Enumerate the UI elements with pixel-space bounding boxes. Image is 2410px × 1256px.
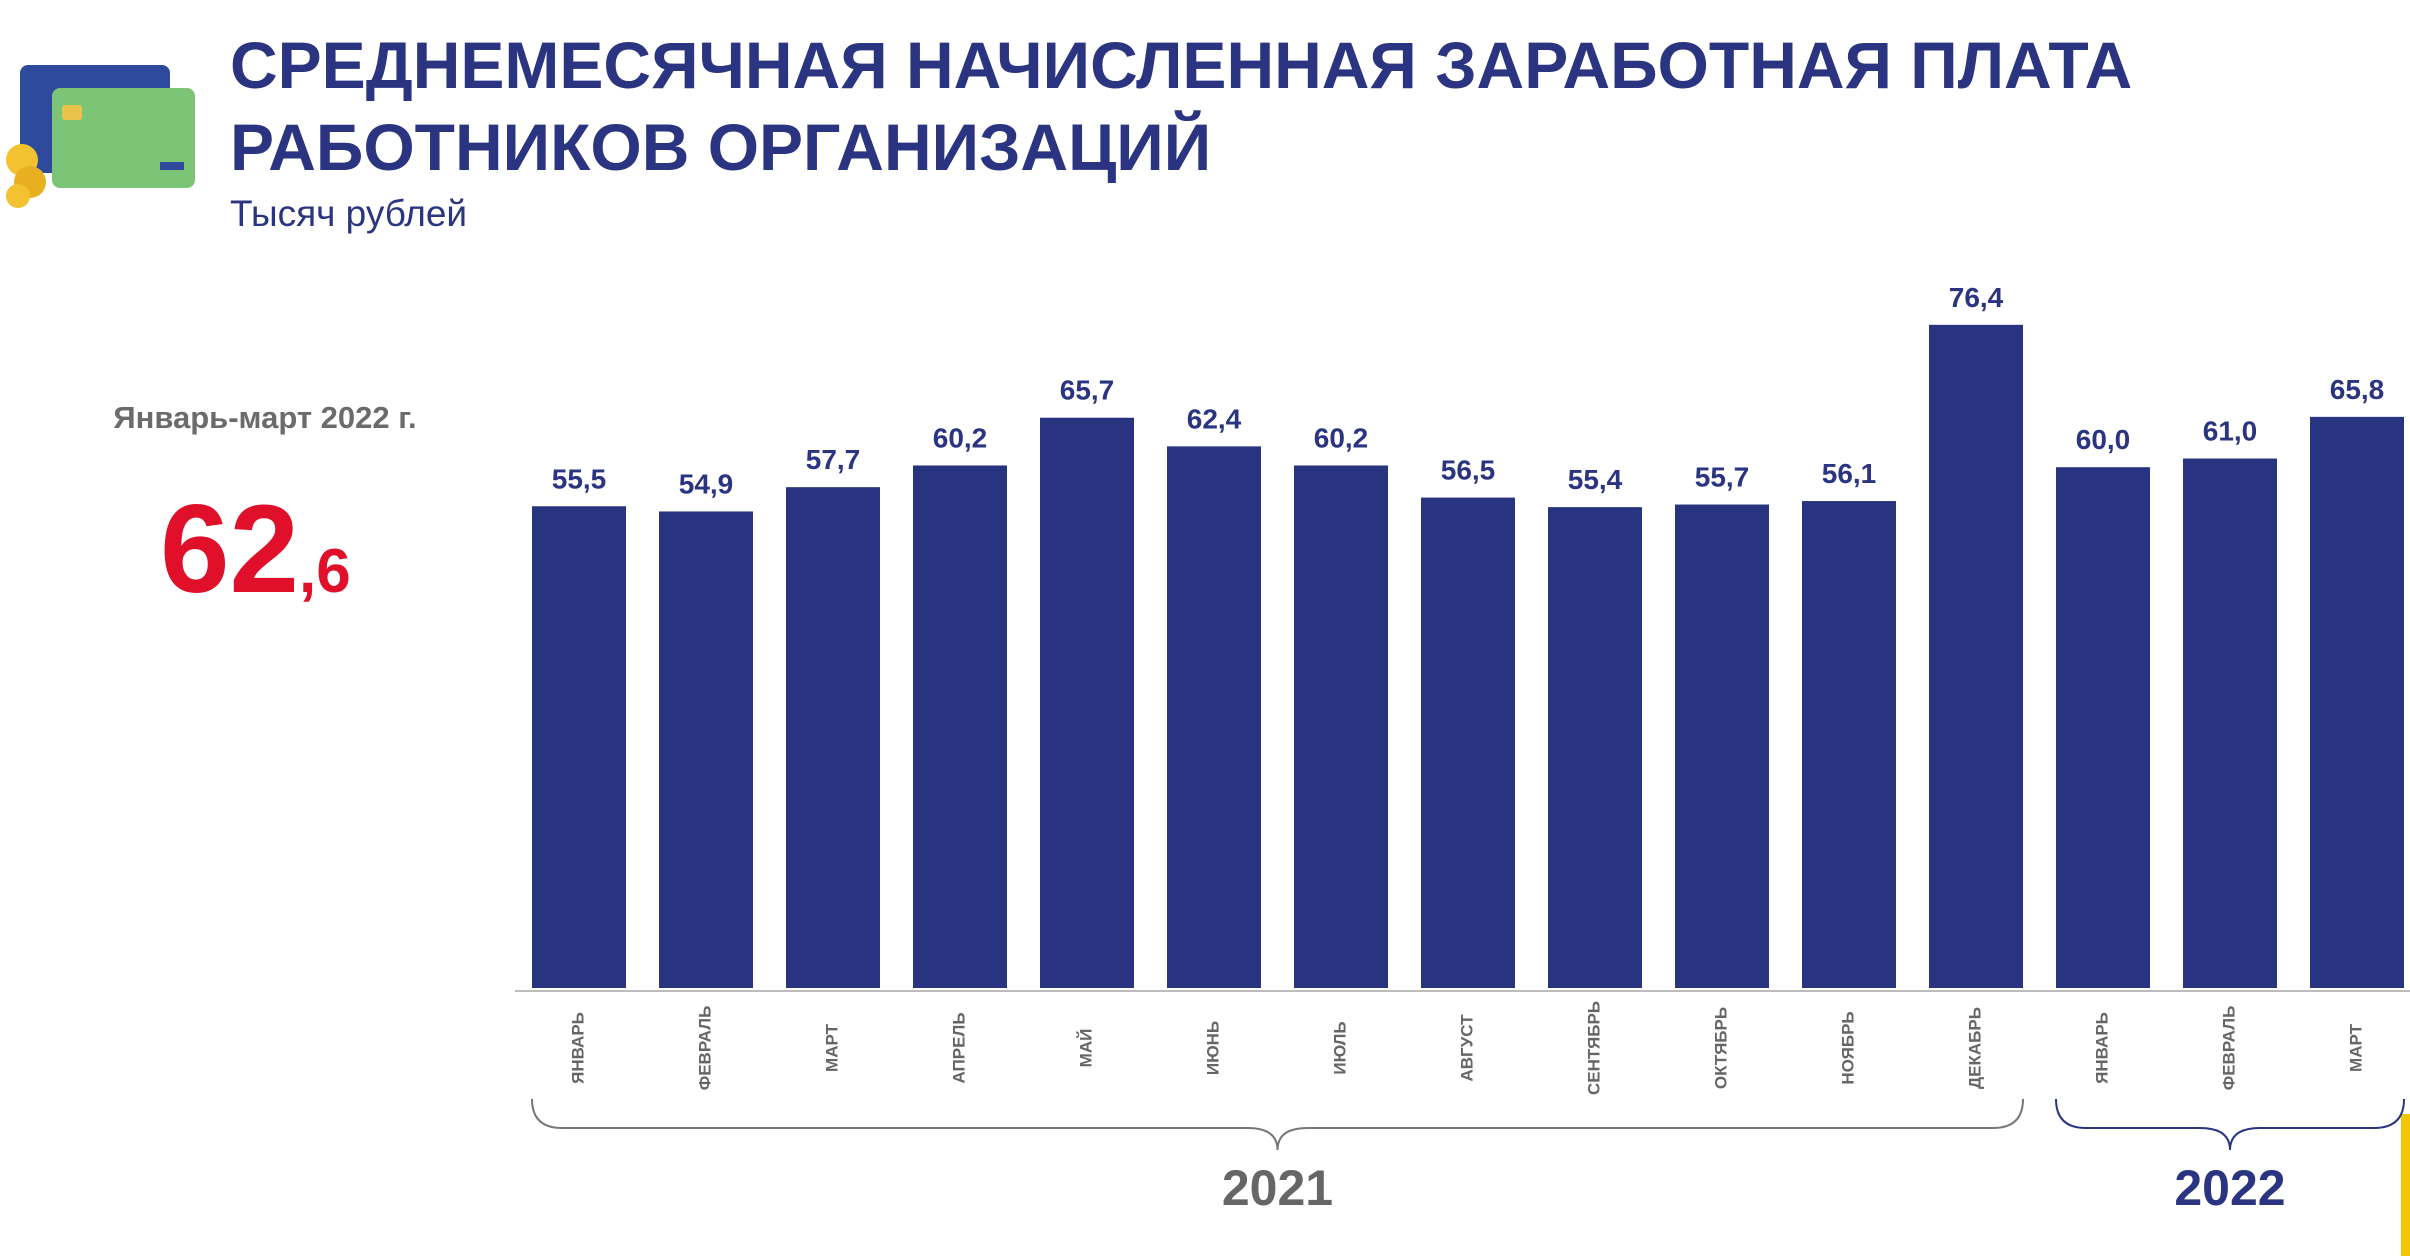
bar — [1548, 507, 1642, 988]
value-label: 55,5 — [552, 463, 607, 494]
bar — [1040, 417, 1134, 988]
value-label: 60,2 — [933, 422, 988, 453]
x-tick-label: ДЕКАБРЬ — [1965, 1007, 1984, 1089]
x-tick-label: МАРТ — [822, 1023, 841, 1072]
x-tick-label: ИЮЛЬ — [1330, 1021, 1349, 1074]
bar — [1421, 497, 1515, 988]
summary-integer: 62 — [160, 480, 299, 619]
bar — [1167, 446, 1261, 988]
bar — [1294, 465, 1388, 988]
chart-title: СРЕДНЕМЕСЯЧНАЯ НАЧИСЛЕННАЯ ЗАРАБОТНАЯ ПЛ… — [230, 28, 2132, 102]
value-label: 61,0 — [2203, 416, 2258, 447]
value-label: 56,5 — [1441, 455, 1496, 486]
value-label: 60,0 — [2076, 424, 2131, 455]
bar — [1929, 324, 2023, 988]
x-tick-label: ЯНВАРЬ — [568, 1012, 587, 1084]
accent-bar — [2401, 1114, 2410, 1256]
bar — [2056, 467, 2150, 988]
chart-title: РАБОТНИКОВ ОРГАНИЗАЦИЙ — [230, 109, 1211, 184]
value-label: 65,8 — [2330, 374, 2385, 405]
bar — [2183, 458, 2277, 988]
x-tick-label: СЕНТЯБРЬ — [1584, 1001, 1603, 1095]
x-tick-label: ЯНВАРЬ — [2092, 1012, 2111, 1084]
bar — [1675, 504, 1769, 988]
x-tick-label: ИЮНЬ — [1203, 1021, 1222, 1075]
x-tick-label: ОКТЯБРЬ — [1711, 1007, 1730, 1089]
group-label: 2022 — [2174, 1160, 2285, 1216]
bar — [2310, 416, 2404, 989]
x-tick-label: НОЯБРЬ — [1838, 1011, 1857, 1084]
value-label: 54,9 — [679, 468, 734, 499]
x-tick-label: АПРЕЛЬ — [949, 1012, 968, 1083]
value-label: 57,7 — [806, 444, 861, 475]
group-brace — [2055, 1098, 2405, 1151]
value-label: 55,4 — [1568, 464, 1623, 495]
x-tick-label: ФЕВРАЛЬ — [2219, 1006, 2238, 1091]
summary-fraction: ,6 — [299, 537, 351, 606]
value-label: 62,4 — [1187, 403, 1242, 434]
bar — [532, 506, 626, 988]
bar — [913, 465, 1007, 988]
value-label: 55,7 — [1695, 462, 1750, 493]
value-label: 65,7 — [1060, 375, 1115, 406]
x-tick-label: АВГУСТ — [1457, 1014, 1476, 1082]
bar — [1802, 501, 1896, 988]
value-label: 60,2 — [1314, 422, 1369, 453]
bar — [659, 511, 753, 988]
value-label: 76,4 — [1949, 282, 2004, 313]
x-tick-label: ФЕВРАЛЬ — [695, 1006, 714, 1091]
x-tick-label: МАЙ — [1076, 1029, 1095, 1068]
card-icon — [6, 65, 195, 208]
group-label: 2021 — [1222, 1160, 1333, 1216]
value-label: 56,1 — [1822, 458, 1877, 489]
bar — [786, 487, 880, 988]
summary-label: Январь-март 2022 г. — [113, 400, 416, 435]
summary-value: 62,6 — [160, 480, 351, 619]
x-tick-label: МАРТ — [2346, 1023, 2365, 1072]
group-brace — [531, 1098, 2024, 1151]
chart-subtitle: Тысяч рублей — [230, 193, 467, 234]
